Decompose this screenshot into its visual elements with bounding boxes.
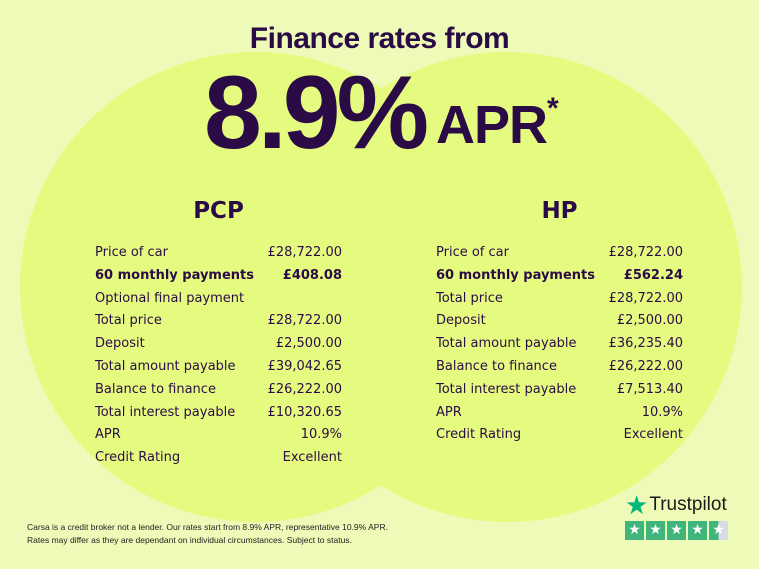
background-circle-right xyxy=(272,52,742,522)
row-label: Optional final payment xyxy=(95,290,245,306)
row-value: £2,500.00 xyxy=(616,313,683,329)
pcp-title: PCP xyxy=(193,198,244,224)
row-value: £28,722.00 xyxy=(608,245,683,260)
rating-star-icon: ★ xyxy=(646,521,665,540)
hp-table: HP Price of car £28,722.00 60 monthly paym… xyxy=(436,198,683,447)
table-row: Credit Rating Excellent xyxy=(95,447,342,470)
disclaimer: Carsa is a credit broker not a lender. O… xyxy=(27,521,388,547)
row-label: Total price xyxy=(95,313,162,329)
table-row: Deposit £2,500.00 xyxy=(95,333,342,356)
trustpilot-name: Trustpilot xyxy=(649,494,727,515)
row-label: 60 monthly payments xyxy=(95,267,254,283)
row-value: £10,320.65 xyxy=(267,404,342,420)
row-label: APR xyxy=(436,404,462,420)
row-label: Total amount payable xyxy=(95,358,236,374)
table-row: 60 monthly payments £408.08 xyxy=(95,265,342,288)
table-row: Optional final payment xyxy=(95,288,342,311)
row-value: £39,042.65 xyxy=(267,358,342,374)
rating-star-icon: ★ xyxy=(709,521,728,540)
row-label: Total price xyxy=(436,290,503,306)
table-row: Total price £28,722.00 xyxy=(95,310,342,333)
row-value: £2,500.00 xyxy=(275,336,342,352)
row-value: £26,222.00 xyxy=(608,358,683,374)
table-row: Total amount payable £39,042.65 xyxy=(95,356,342,379)
row-label: Balance to finance xyxy=(436,358,557,374)
table-row: Total interest payable £10,320.65 xyxy=(95,402,342,425)
row-label: Price of car xyxy=(436,245,509,260)
row-label: 60 monthly payments xyxy=(436,267,595,283)
row-label: APR xyxy=(95,427,121,443)
row-value: £36,235.40 xyxy=(608,336,683,352)
apr-text: APR xyxy=(436,95,548,155)
table-row: Total amount payable £36,235.40 xyxy=(436,333,683,356)
rating-star-icon: ★ xyxy=(625,521,644,540)
pcp-table: PCP Price of car £28,722.00 60 monthly pay… xyxy=(95,198,342,470)
trustpilot-star-icon: ★ xyxy=(625,490,649,520)
asterisk: * xyxy=(547,92,559,125)
row-value: £28,722.00 xyxy=(267,245,342,260)
table-row: Balance to finance £26,222.00 xyxy=(95,379,342,402)
headline: Finance rates from xyxy=(249,22,510,55)
rating-star-icon: ★ xyxy=(667,521,686,540)
disclaimer-line: Carsa is a credit broker not a lender. O… xyxy=(27,522,388,532)
row-label: Deposit xyxy=(95,336,145,352)
row-label: Total amount payable xyxy=(436,336,577,352)
table-row: Price of car £28,722.00 xyxy=(95,242,342,265)
table-row: Total interest payable £7,513.40 xyxy=(436,379,683,402)
table-row: APR 10.9% xyxy=(95,424,342,447)
row-label: Total interest payable xyxy=(436,381,577,397)
table-row: 60 monthly payments £562.24 xyxy=(436,265,683,288)
row-value: £7,513.40 xyxy=(616,381,683,397)
row-value: £408.08 xyxy=(282,267,342,283)
row-label: Balance to finance xyxy=(95,381,216,397)
row-label: Price of car xyxy=(95,245,168,260)
row-value: £562.24 xyxy=(623,267,683,283)
apr-label: APR* xyxy=(436,92,559,156)
table-row: Total price £28,722.00 xyxy=(436,288,683,311)
table-row: Credit Rating Excellent xyxy=(436,424,683,447)
row-value: 10.9% xyxy=(300,427,342,443)
table-row: APR 10.9% xyxy=(436,402,683,425)
trustpilot-rating: ★ ★ ★ ★ ★ xyxy=(625,521,728,540)
table-row: Balance to finance £26,222.00 xyxy=(436,356,683,379)
row-label: Credit Rating xyxy=(95,450,181,466)
row-label: Total interest payable xyxy=(95,404,236,420)
rate-value: 8.9% xyxy=(204,55,429,171)
row-value: £28,722.00 xyxy=(608,290,683,306)
row-value: £26,222.00 xyxy=(267,381,342,397)
trustpilot-badge: ★ Trustpilot ★ ★ ★ ★ ★ xyxy=(625,492,728,540)
row-value: £28,722.00 xyxy=(267,313,342,329)
table-row: Price of car £28,722.00 xyxy=(436,242,683,265)
table-row: Deposit £2,500.00 xyxy=(436,310,683,333)
row-value: Excellent xyxy=(623,427,683,443)
hp-title: HP xyxy=(541,198,578,224)
disclaimer-line: Rates may differ as they are dependant o… xyxy=(27,535,352,545)
row-label: Deposit xyxy=(436,313,486,329)
row-value: 10.9% xyxy=(641,404,683,420)
rating-star-icon: ★ xyxy=(688,521,707,540)
row-label: Credit Rating xyxy=(436,427,522,443)
row-value: Excellent xyxy=(282,450,342,466)
